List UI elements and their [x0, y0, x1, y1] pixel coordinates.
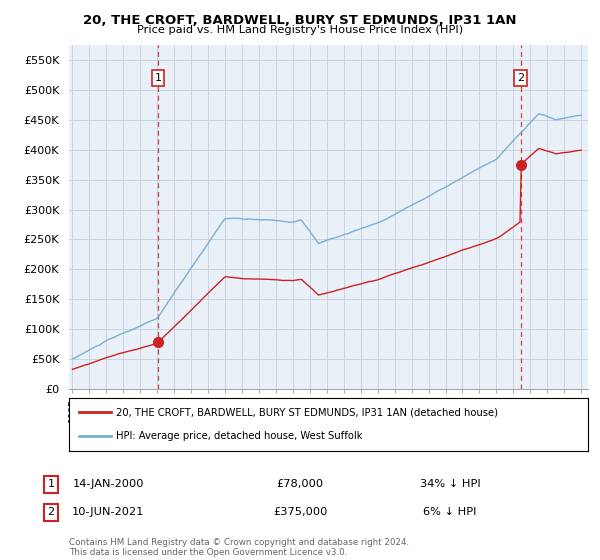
- Text: 1: 1: [47, 479, 55, 489]
- Text: 6% ↓ HPI: 6% ↓ HPI: [423, 507, 477, 517]
- Text: £78,000: £78,000: [277, 479, 323, 489]
- Text: 20, THE CROFT, BARDWELL, BURY ST EDMUNDS, IP31 1AN (detached house): 20, THE CROFT, BARDWELL, BURY ST EDMUNDS…: [116, 408, 498, 418]
- Text: 20, THE CROFT, BARDWELL, BURY ST EDMUNDS, IP31 1AN: 20, THE CROFT, BARDWELL, BURY ST EDMUNDS…: [83, 14, 517, 27]
- Text: 2: 2: [47, 507, 55, 517]
- Text: HPI: Average price, detached house, West Suffolk: HPI: Average price, detached house, West…: [116, 431, 362, 441]
- Text: Contains HM Land Registry data © Crown copyright and database right 2024.
This d: Contains HM Land Registry data © Crown c…: [69, 538, 409, 557]
- Text: 10-JUN-2021: 10-JUN-2021: [72, 507, 144, 517]
- Text: 2: 2: [517, 73, 524, 83]
- Text: 34% ↓ HPI: 34% ↓ HPI: [419, 479, 481, 489]
- Text: 1: 1: [154, 73, 161, 83]
- Text: Price paid vs. HM Land Registry's House Price Index (HPI): Price paid vs. HM Land Registry's House …: [137, 25, 463, 35]
- Text: £375,000: £375,000: [273, 507, 327, 517]
- Text: 14-JAN-2000: 14-JAN-2000: [72, 479, 144, 489]
